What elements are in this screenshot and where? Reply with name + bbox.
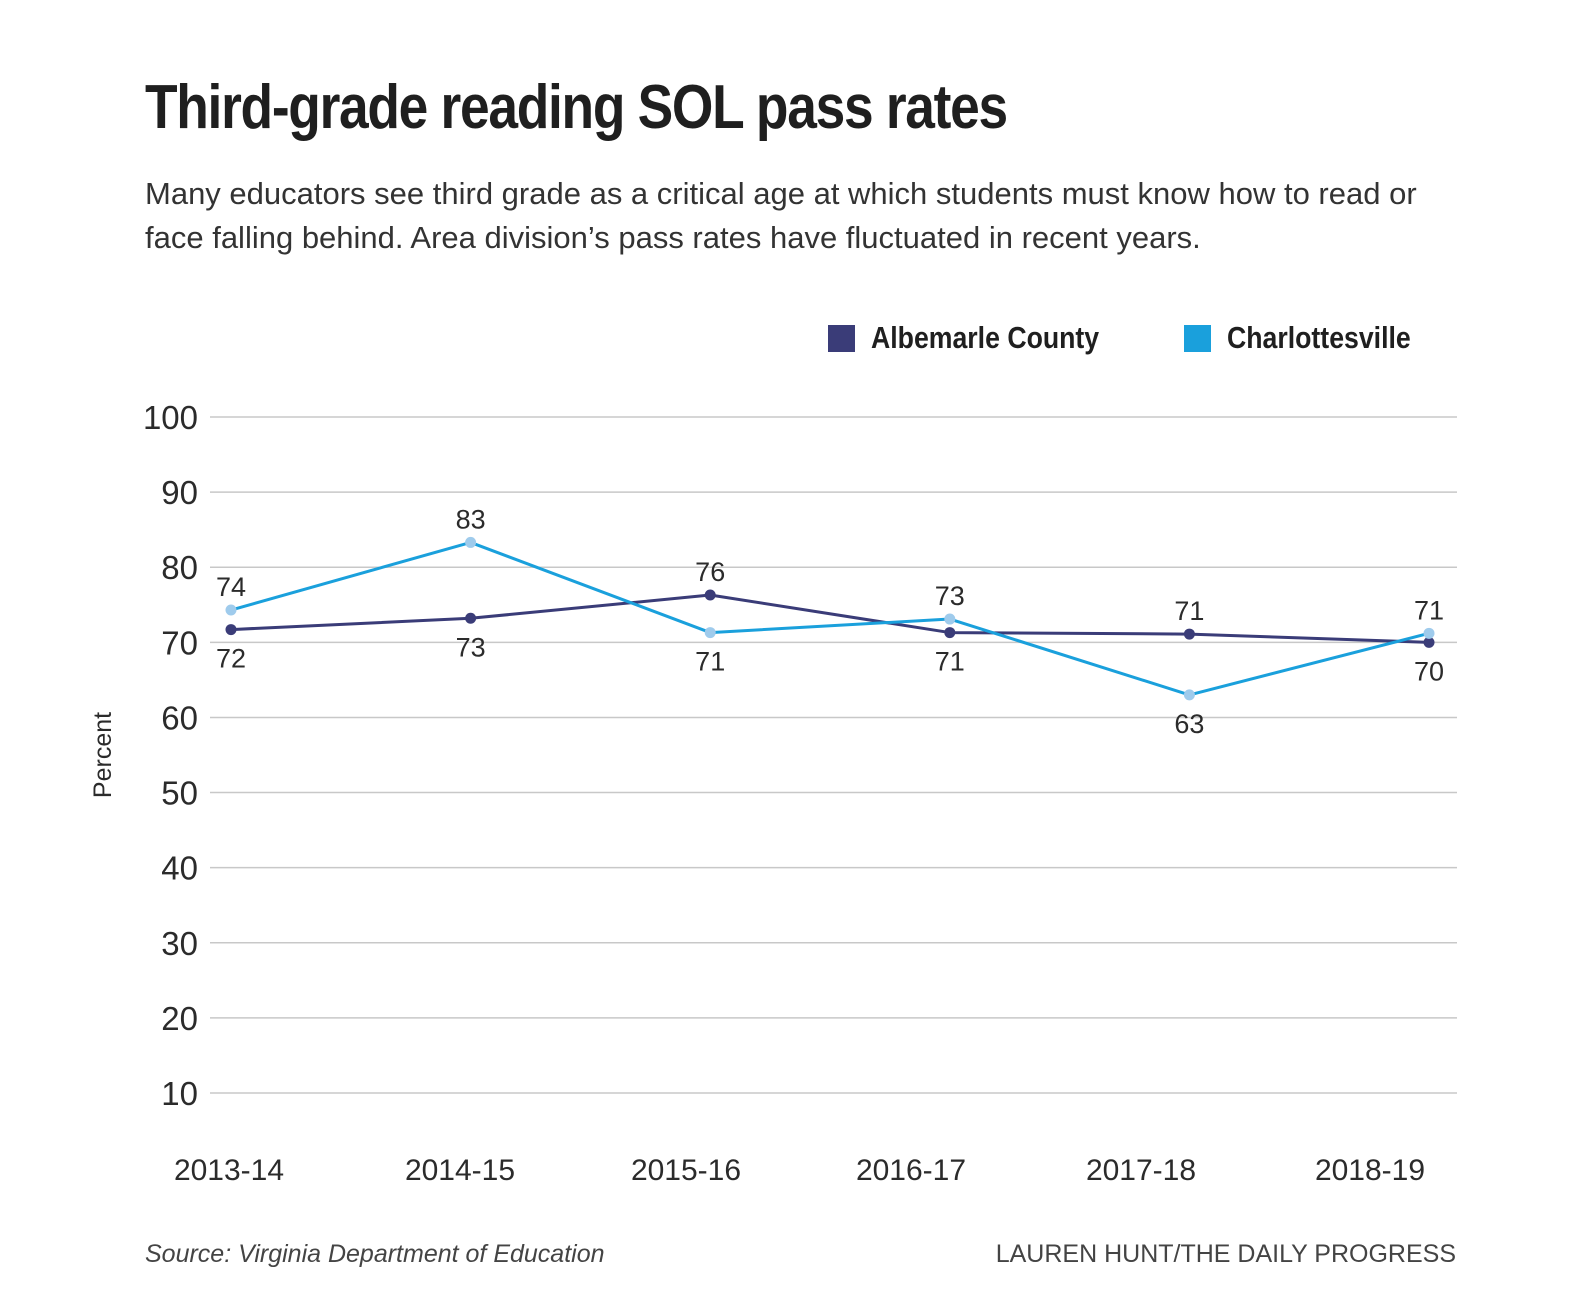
data-point-albemarle-2018-19 bbox=[1423, 636, 1435, 648]
y-tick-label-70: 70 bbox=[161, 624, 198, 661]
series-line-charlottesville bbox=[230, 540, 1430, 697]
x-tick-label-2013-14: 2013-14 bbox=[174, 1154, 284, 1187]
y-tick-label-60: 60 bbox=[161, 699, 198, 736]
data-label-albemarle-2018-19: 70 bbox=[1414, 656, 1444, 686]
credit-line: LAUREN HUNT/THE DAILY PROGRESS bbox=[995, 1240, 1456, 1268]
legend-item-charlottesville: Charlottesville bbox=[1184, 320, 1441, 356]
y-tick-label-10: 10 bbox=[161, 1075, 198, 1112]
x-tick-label-2018-19: 2018-19 bbox=[1315, 1154, 1425, 1187]
x-tick-label-2016-17: 2016-17 bbox=[856, 1154, 966, 1187]
legend-label-charlottesville: Charlottesville bbox=[1227, 320, 1411, 355]
series-line-albemarle bbox=[230, 593, 1430, 644]
data-point-charlottesville-2016-17 bbox=[944, 613, 956, 625]
chart-title: Third-grade reading SOL pass rates bbox=[145, 73, 1008, 142]
source-note: Source: Virginia Department of Education bbox=[145, 1240, 605, 1268]
legend-label-albemarle: Albemarle County bbox=[871, 320, 1100, 355]
y-tick-label-20: 20 bbox=[161, 1000, 198, 1037]
y-tick-label-80: 80 bbox=[161, 549, 198, 586]
data-label-albemarle-2016-17: 71 bbox=[935, 647, 965, 677]
y-axis-title: Percent bbox=[89, 712, 117, 798]
data-label-albemarle-2014-15: 73 bbox=[456, 632, 486, 662]
y-tick-label-90: 90 bbox=[161, 474, 198, 511]
x-tick-label-2015-16: 2015-16 bbox=[631, 1154, 741, 1187]
data-point-charlottesville-2017-18 bbox=[1183, 689, 1195, 701]
y-tick-label-100: 100 bbox=[143, 399, 198, 436]
data-point-albemarle-2013-14 bbox=[225, 624, 237, 636]
data-label-charlottesville-2017-18: 63 bbox=[1174, 709, 1204, 739]
data-label-albemarle-2013-14: 72 bbox=[216, 644, 246, 674]
data-label-charlottesville-2014-15: 83 bbox=[456, 504, 486, 534]
y-tick-label-30: 30 bbox=[161, 925, 198, 962]
legend-item-albemarle: Albemarle County bbox=[828, 320, 1136, 356]
data-label-charlottesville-2016-17: 73 bbox=[935, 581, 965, 611]
data-point-charlottesville-2013-14 bbox=[225, 604, 237, 616]
legend-swatch-charlottesville bbox=[1184, 324, 1212, 352]
legend: Albemarle County Charlottesville bbox=[828, 320, 1489, 356]
data-label-albemarle-2017-18: 71 bbox=[1174, 596, 1204, 626]
data-label-charlottesville-2018-19: 71 bbox=[1414, 595, 1444, 625]
data-point-albemarle-2015-16 bbox=[704, 589, 716, 601]
data-label-charlottesville-2013-14: 74 bbox=[216, 572, 246, 602]
y-tick-label-50: 50 bbox=[161, 775, 198, 812]
legend-swatch-albemarle bbox=[828, 324, 855, 352]
data-point-albemarle-2014-15 bbox=[465, 612, 477, 624]
data-point-charlottesville-2018-19 bbox=[1423, 627, 1435, 639]
data-point-charlottesville-2015-16 bbox=[704, 627, 716, 639]
chart-subtitle: Many educators see third grade as a crit… bbox=[145, 176, 1417, 255]
x-tick-label-2014-15: 2014-15 bbox=[405, 1154, 515, 1187]
x-tick-label-2017-18: 2017-18 bbox=[1086, 1154, 1196, 1187]
data-label-albemarle-2015-16: 76 bbox=[695, 557, 725, 587]
data-point-albemarle-2017-18 bbox=[1183, 628, 1195, 640]
data-point-albemarle-2016-17 bbox=[944, 627, 956, 639]
data-label-charlottesville-2015-16: 71 bbox=[695, 647, 725, 677]
y-tick-label-40: 40 bbox=[161, 850, 198, 887]
data-point-charlottesville-2014-15 bbox=[465, 536, 477, 548]
